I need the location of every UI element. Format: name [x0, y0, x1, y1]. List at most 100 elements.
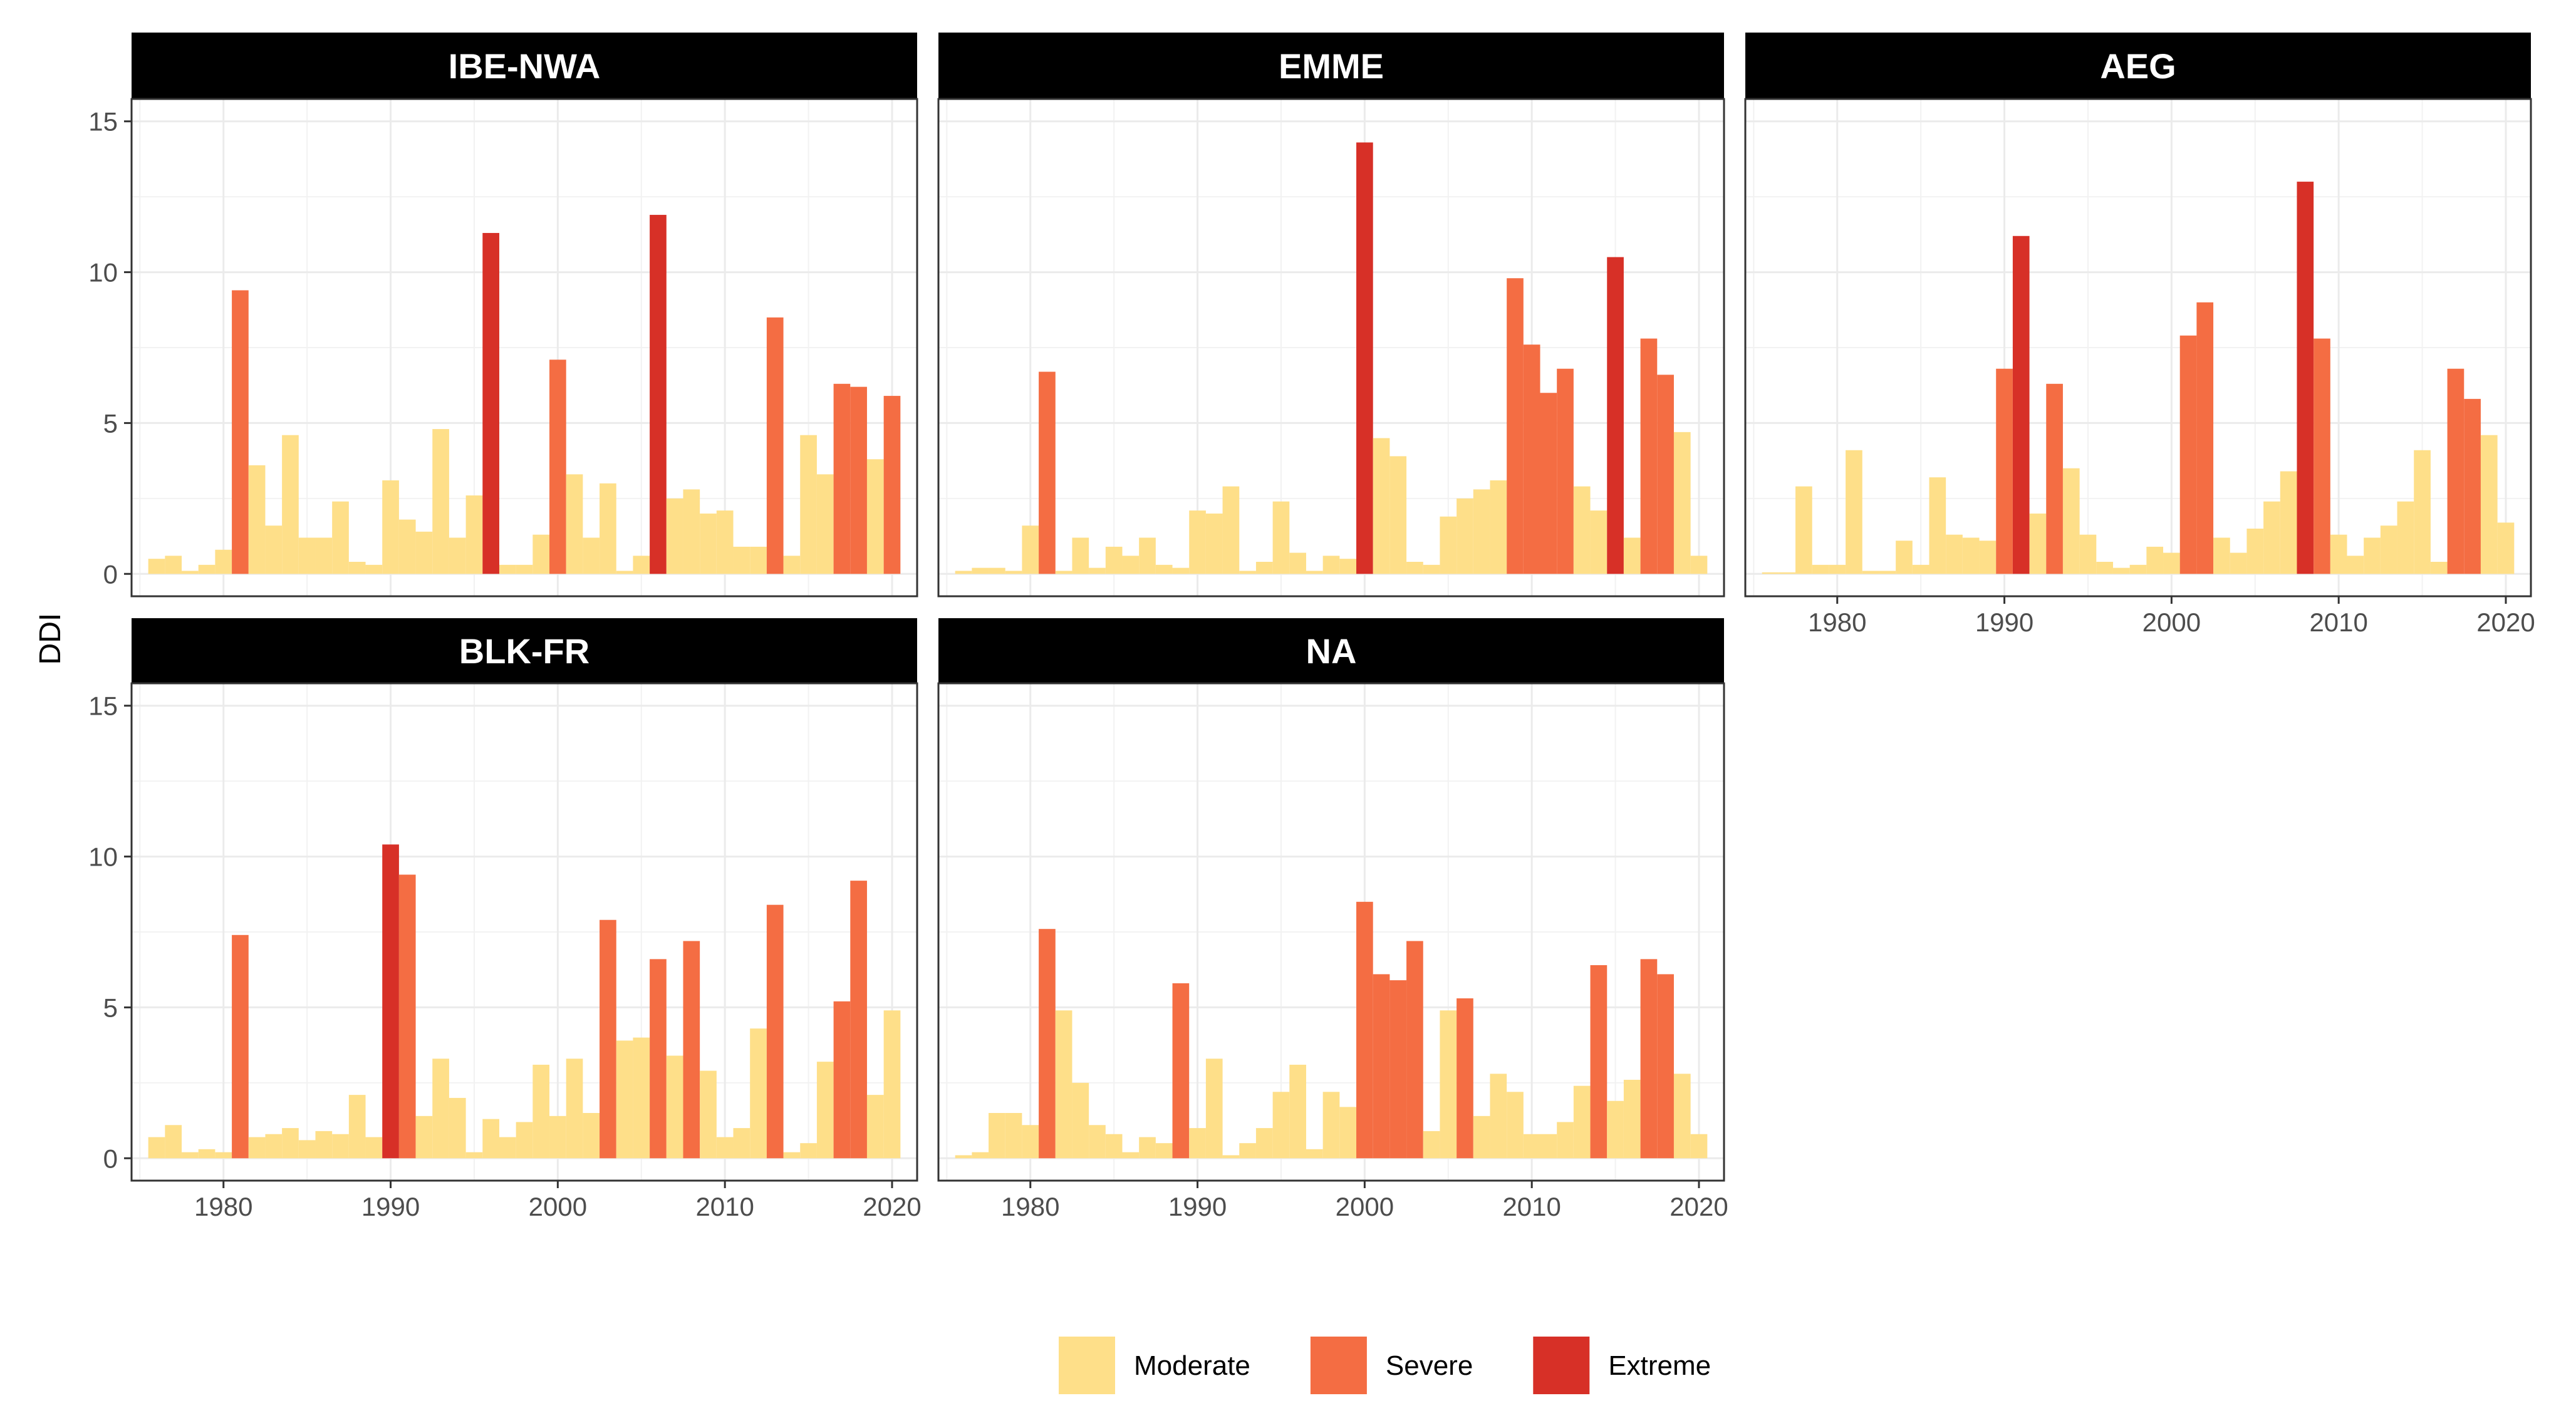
bar-2020 — [1690, 1134, 1708, 1159]
bar-2016 — [1623, 1080, 1641, 1159]
bar-2015 — [800, 435, 817, 574]
bar-2012 — [2364, 537, 2381, 574]
bar-1986 — [1929, 477, 1946, 574]
bar-1994 — [449, 537, 466, 574]
bar-1999 — [2146, 546, 2164, 574]
bar-2006 — [1457, 498, 1473, 574]
bar-1983 — [265, 1134, 283, 1159]
bar-1991 — [2012, 235, 2030, 574]
bar-1979 — [1005, 1113, 1022, 1159]
bar-2014 — [783, 1152, 801, 1159]
bar-1979 — [198, 1149, 216, 1159]
bar-2001 — [566, 1058, 583, 1159]
y-axis-title: DDI — [34, 613, 67, 665]
bar-2019 — [866, 1095, 884, 1159]
bar-2019 — [2480, 435, 2498, 574]
bar-1999 — [1339, 1107, 1357, 1159]
bar-1985 — [1912, 564, 1929, 574]
bar-2019 — [866, 459, 884, 574]
bar-2012 — [1557, 1122, 1574, 1159]
facet-strip-title: IBE-NWA — [449, 46, 601, 86]
bar-2003 — [600, 483, 616, 574]
bar-2008 — [2297, 182, 2314, 574]
bar-1992 — [415, 531, 433, 574]
bar-1991 — [1205, 1058, 1223, 1159]
y-tick-label: 15 — [88, 691, 118, 721]
bar-1987 — [1139, 537, 1156, 574]
bar-1996 — [2096, 562, 2113, 574]
bar-1976 — [148, 1137, 165, 1159]
x-tick-label: 1990 — [361, 1192, 420, 1221]
facet-panel-blk-fr: BLK-FR 0 5 10 15 1980 1990 2000 2010 2020 — [88, 618, 922, 1221]
bar-2019 — [1673, 1074, 1691, 1159]
bar-2014 — [2397, 501, 2414, 574]
bar-1982 — [1862, 571, 1879, 574]
bar-1991 — [1205, 513, 1223, 574]
facet-panels: IBE-NWA 0 5 10 15 EMME AEG 1980 1990 2000 2010 2020… — [88, 33, 2535, 1221]
bar-2000 — [549, 1115, 566, 1159]
bar-2012 — [750, 1028, 767, 1159]
x-tick-label: 2000 — [1336, 1192, 1394, 1221]
bar-1998 — [1322, 1092, 1340, 1159]
bar-2017 — [833, 1001, 851, 1159]
bar-2018 — [2464, 398, 2481, 574]
legend-label: Extreme — [1608, 1350, 1711, 1381]
bar-1985 — [298, 1140, 316, 1159]
facet-strip-title: BLK-FR — [459, 631, 589, 671]
legend-item-extreme: Extreme — [1533, 1337, 1711, 1394]
bar-1988 — [348, 562, 366, 574]
bar-2010 — [2330, 534, 2347, 574]
bar-1993 — [432, 429, 449, 574]
bar-1989 — [1172, 567, 1190, 574]
bar-2020 — [883, 396, 901, 574]
facet-panel-ibe-nwa: IBE-NWA 0 5 10 15 — [88, 33, 918, 598]
bar-1994 — [2062, 468, 2080, 574]
bar-1977 — [165, 556, 182, 574]
bar-2012 — [750, 546, 767, 574]
facet-strip — [938, 33, 1724, 99]
facet-panel-na: NA 1980 1990 2000 2010 2020 — [937, 618, 1728, 1221]
bar-1986 — [315, 537, 333, 574]
bar-1994 — [1255, 562, 1273, 574]
bar-1978 — [989, 567, 1005, 574]
bar-1987 — [332, 501, 349, 574]
bar-1981 — [1039, 929, 1056, 1159]
bar-1980 — [215, 549, 232, 574]
bar-1996 — [1289, 552, 1306, 574]
bar-2008 — [1490, 480, 1507, 574]
bar-2013 — [766, 904, 784, 1159]
panel-border — [937, 98, 1725, 598]
bar-1990 — [382, 480, 399, 574]
bar-2017 — [1640, 338, 1658, 574]
bar-1986 — [1122, 556, 1140, 574]
bar-2018 — [1657, 375, 1674, 574]
x-tick-label: 2010 — [2309, 608, 2367, 637]
bar-2005 — [633, 556, 650, 574]
bar-2000 — [1356, 142, 1373, 574]
bar-2005 — [633, 1037, 650, 1159]
bar-2004 — [1423, 564, 1440, 574]
bar-1989 — [365, 564, 383, 574]
facet-strip — [1745, 33, 2531, 99]
bar-1984 — [1089, 567, 1106, 574]
bar-1989 — [365, 1137, 383, 1159]
bar-1990 — [382, 844, 399, 1159]
bar-1980 — [1022, 1125, 1039, 1159]
bar-1984 — [1896, 541, 1913, 574]
legend-item-severe: Severe — [1310, 1337, 1473, 1394]
bar-2010 — [716, 1137, 734, 1159]
panel-border — [130, 98, 918, 598]
bar-1998 — [1322, 556, 1340, 574]
bar-2012 — [1557, 368, 1574, 574]
bar-1983 — [1072, 1082, 1089, 1159]
x-tick-label: 2000 — [2142, 608, 2201, 637]
bar-1982 — [248, 465, 266, 574]
panel-border — [1744, 98, 2532, 598]
bar-2006 — [1457, 998, 1473, 1159]
bar-2011 — [1540, 393, 1557, 574]
bar-1982 — [1055, 571, 1072, 574]
bar-1989 — [1979, 541, 1997, 574]
bar-2002 — [583, 537, 600, 574]
bar-2017 — [833, 383, 851, 574]
